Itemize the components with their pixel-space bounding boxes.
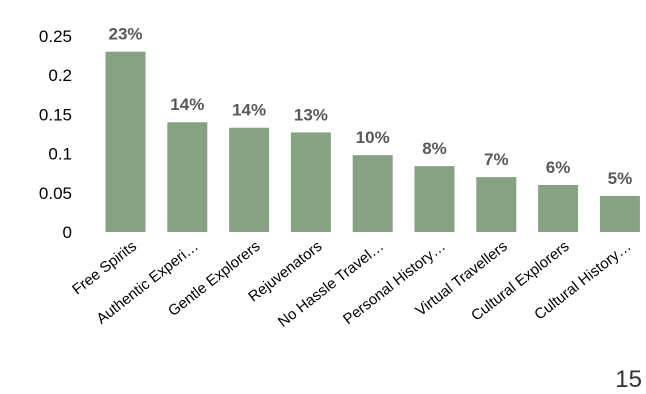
x-tick-label: Authentic Experi… [93,238,201,328]
data-label: 10% [356,128,390,147]
data-label: 14% [232,101,266,120]
data-label: 8% [422,139,447,158]
bar [290,132,331,232]
y-tick-label: 0 [63,223,72,242]
page-number: 15 [615,366,642,393]
data-label: 23% [108,25,142,44]
bar [229,127,270,232]
y-tick-label: 0.2 [48,66,72,85]
data-label: 6% [546,158,571,177]
data-label: 7% [484,150,509,169]
y-tick-label: 0.1 [48,145,72,164]
x-tick-label: No Hassle Travel… [275,238,387,331]
bar [414,166,455,232]
data-label: 13% [294,105,328,124]
y-tick-label: 0.15 [39,105,72,124]
data-labels-group: 23% 14% 14% 13% 10% 8% 7% 6% 5% [108,25,632,188]
y-tick-label: 0.25 [39,27,72,46]
x-tick-label: Personal History… [340,238,449,328]
bar-chart: 0 0.05 0.1 0.15 0.2 0.25 23% 14% 14% 13% 10% 8% 7% 6… [39,25,640,331]
y-axis: 0 0.05 0.1 0.15 0.2 0.25 [39,27,72,242]
bar [167,122,208,232]
data-label: 5% [608,169,633,188]
bar [476,177,517,232]
bar [352,155,393,232]
bar [599,195,640,232]
bars-group [105,51,640,233]
bar [105,51,146,233]
y-tick-label: 0.05 [39,184,72,203]
data-label: 14% [170,95,204,114]
bar [538,184,579,232]
